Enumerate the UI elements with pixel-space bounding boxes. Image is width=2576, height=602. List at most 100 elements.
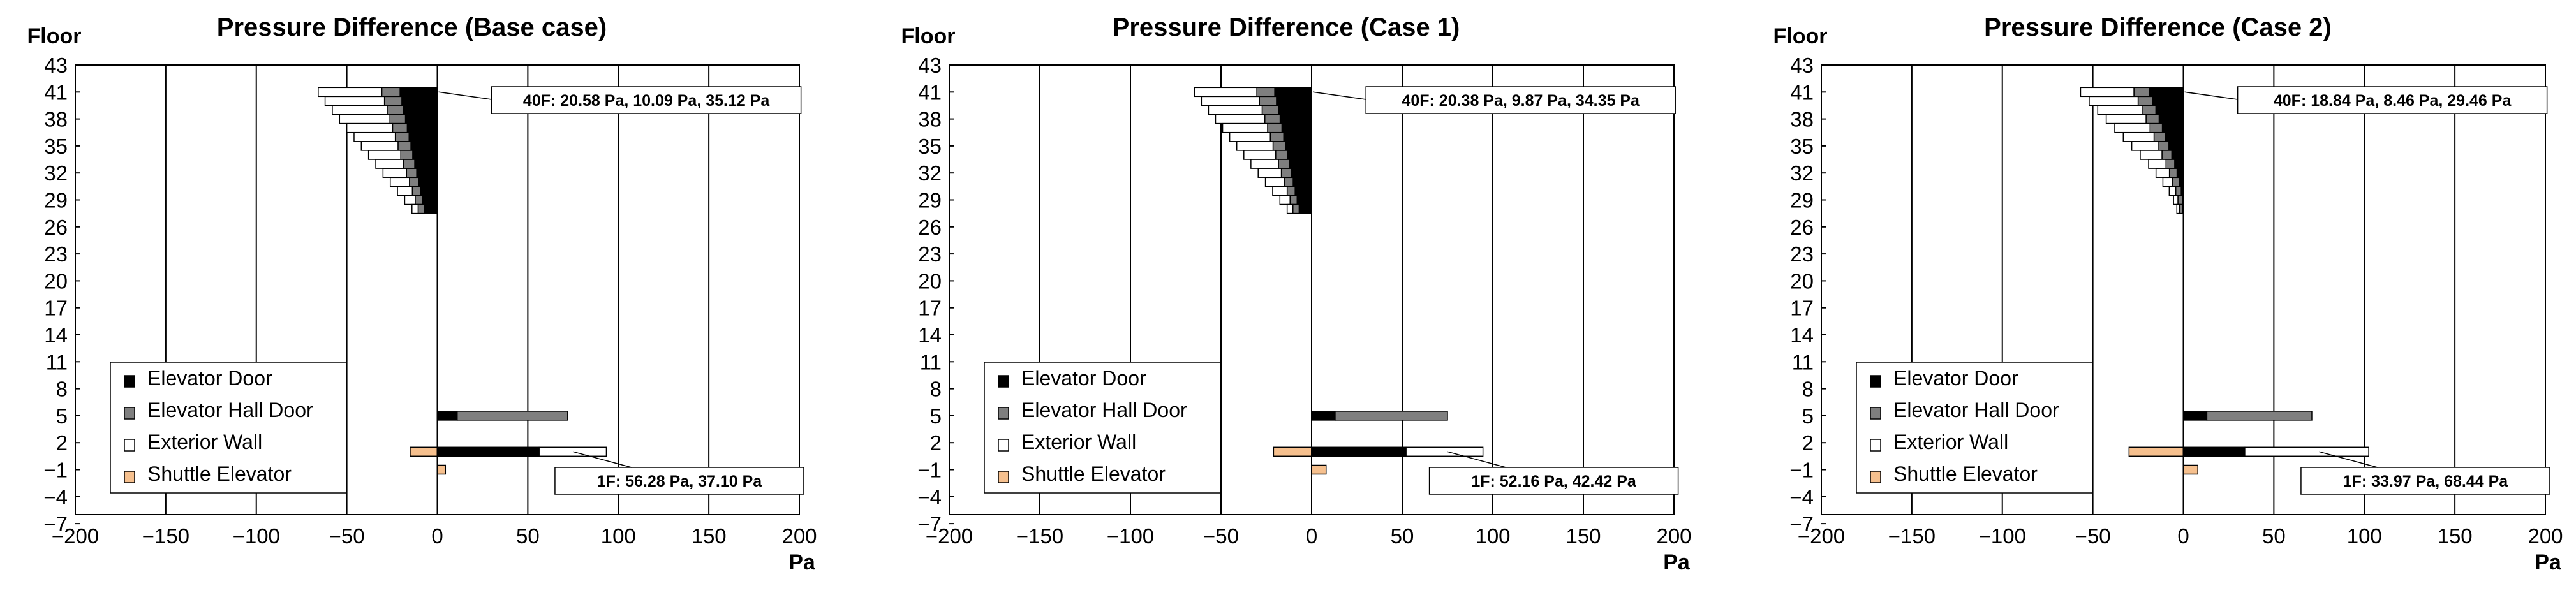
y-tick-label: 20: [1790, 269, 1814, 293]
legend-swatch-elevator-hall-door: [124, 407, 135, 420]
y-tick-label: −7: [917, 512, 942, 536]
bar-exterior-wall: [1201, 96, 1260, 106]
x-tick-label: 0: [431, 524, 443, 548]
bar-elevator-door: [1276, 96, 1312, 106]
bar-shuttle-elevator: [410, 446, 438, 457]
y-tick-label: −4: [1789, 485, 1814, 509]
bar-exterior-wall: [1279, 195, 1291, 205]
bar-elevator-door: [2176, 168, 2184, 178]
bar-exterior-wall: [346, 122, 394, 133]
annotation-leader-1f: [573, 451, 632, 468]
bar-exterior-wall: [1236, 141, 1274, 151]
x-tick-label: −200: [52, 524, 99, 548]
x-tick-label: 100: [601, 524, 636, 548]
bar-elevator-door: [2155, 105, 2184, 115]
bar-shuttle-elevator: [1311, 464, 1327, 475]
bar-elevator-door: [418, 177, 438, 187]
bar-elevator-door: [2149, 87, 2184, 98]
bar-elevator-door: [1274, 87, 1312, 98]
legend-label-elevator-hall-door: Elevator Hall Door: [147, 399, 313, 422]
bar-exterior-wall: [1250, 159, 1279, 169]
bar-elevator-hall-door: [1256, 87, 1275, 98]
annotation-text-40f: 40F: 18.84 Pa, 8.46 Pa, 29.46 Pa: [2274, 92, 2512, 110]
bar-elevator-door: [406, 122, 438, 133]
bar-elevator-door: [2174, 159, 2184, 169]
y-tick-label: −1: [917, 459, 942, 482]
bar-exterior-wall: [324, 96, 385, 106]
y-tick-label: 11: [920, 350, 942, 374]
y-tick-label: 26: [918, 216, 942, 239]
y-tick-label: −4: [43, 485, 68, 509]
legend-label-elevator-door: Elevator Door: [147, 367, 272, 390]
legend-swatch-elevator-door: [124, 375, 135, 388]
bar-elevator-hall-door: [383, 96, 403, 106]
bar-elevator-door: [1289, 159, 1312, 169]
bar-elevator-hall-door: [1264, 114, 1281, 124]
bar-elevator-hall-door: [415, 195, 424, 205]
annotation-box-40f: [491, 86, 802, 114]
y-axis-label: Floor: [27, 24, 82, 48]
annotation-leader-40f: [438, 91, 492, 100]
bar-exterior-wall: [2176, 203, 2180, 214]
x-tick-label: −100: [233, 524, 280, 548]
annotation-box-40f: [2237, 86, 2548, 114]
x-tick-label: −150: [142, 524, 189, 548]
legend-label-elevator-hall-door: Elevator Hall Door: [1021, 399, 1187, 422]
y-tick-label: 26: [44, 216, 68, 239]
bar-elevator-door: [424, 203, 438, 214]
bar-exterior-wall: [2162, 177, 2173, 187]
bar-elevator-door: [436, 446, 540, 457]
y-tick-label: 43: [1790, 54, 1814, 77]
bar-elevator-door: [403, 105, 438, 115]
bar-elevator-hall-door: [389, 114, 406, 124]
bar-exterior-wall: [2080, 87, 2135, 98]
y-tick-label: 8: [1802, 378, 1814, 401]
y-tick-label: 43: [44, 54, 68, 77]
bar-exterior-wall: [1405, 446, 1484, 457]
x-axis-label: Pa: [1663, 550, 1691, 575]
bar-elevator-hall-door: [1261, 105, 1279, 115]
bar-elevator-door: [2161, 122, 2184, 133]
bar-elevator-hall-door: [1289, 195, 1298, 205]
bar-elevator-hall-door: [409, 177, 420, 187]
bar-exterior-wall: [2244, 446, 2369, 457]
x-tick-label: −50: [2075, 524, 2111, 548]
bar-elevator-door: [1281, 122, 1312, 133]
bar-elevator-door: [1292, 177, 1312, 187]
bar-elevator-door: [436, 411, 458, 421]
y-tick-label: 20: [44, 269, 68, 293]
bar-exterior-wall: [2131, 141, 2159, 151]
annotation-box-1f: [2300, 467, 2550, 495]
bar-exterior-wall: [2114, 122, 2151, 133]
bar-elevator-hall-door: [406, 168, 417, 178]
legend-label-shuttle-elevator: Shuttle Elevator: [147, 462, 292, 485]
bar-elevator-hall-door: [392, 122, 408, 133]
y-tick-label: 43: [918, 54, 942, 77]
legend-label-exterior-wall: Exterior Wall: [1893, 430, 2008, 453]
bar-elevator-hall-door: [2168, 168, 2178, 178]
bar-elevator-hall-door: [2133, 87, 2150, 98]
annotation-box-40f: [1365, 86, 1676, 114]
bar-elevator-hall-door: [1259, 96, 1277, 106]
bar-elevator-hall-door: [1269, 132, 1285, 142]
annotation-box-1f: [554, 467, 804, 495]
x-tick-label: 50: [1391, 524, 1414, 548]
x-tick-label: 100: [2347, 524, 2382, 548]
bar-elevator-door: [416, 168, 438, 178]
bar-elevator-door: [414, 159, 438, 169]
bar-elevator-door: [2152, 96, 2184, 106]
x-tick-label: 100: [1475, 524, 1510, 548]
x-tick-label: −50: [329, 524, 365, 548]
x-tick-label: −200: [926, 524, 973, 548]
bar-exterior-wall: [1215, 114, 1266, 124]
bar-exterior-wall: [389, 177, 410, 187]
bar-elevator-door: [2158, 114, 2184, 124]
bar-exterior-wall: [2148, 159, 2167, 169]
legend-swatch-shuttle-elevator: [1870, 471, 1881, 483]
legend-swatch-exterior-wall: [1870, 439, 1881, 452]
bar-elevator-hall-door: [2158, 141, 2170, 151]
bar-elevator-door: [2168, 141, 2184, 151]
legend-label-exterior-wall: Exterior Wall: [147, 430, 262, 453]
bar-elevator-door: [2182, 411, 2208, 421]
